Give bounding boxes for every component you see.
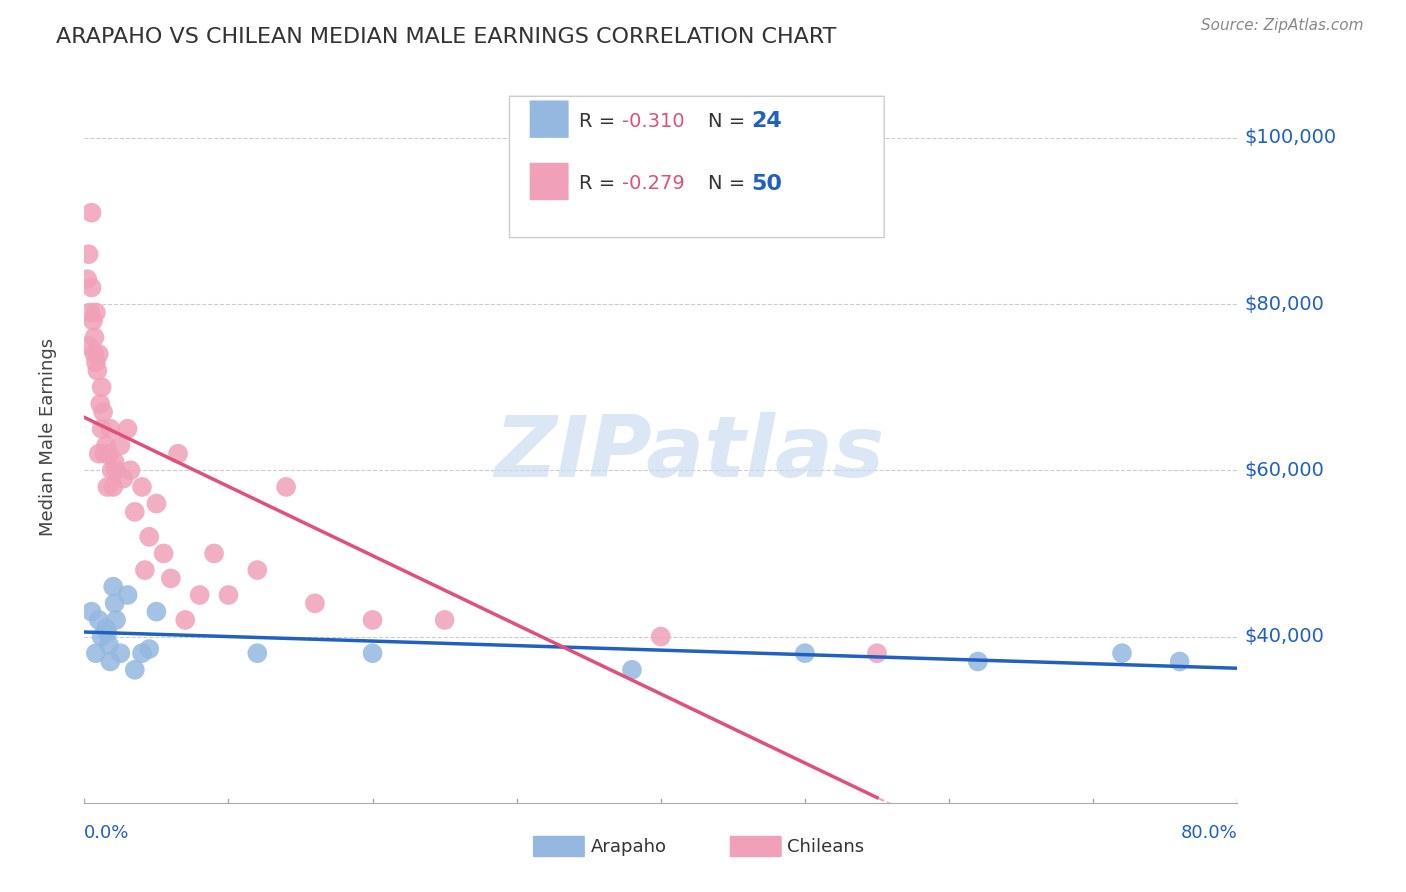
Text: Chileans: Chileans xyxy=(787,838,865,855)
Arapaho xyxy=(87,613,110,627)
Arapaho xyxy=(1111,646,1133,660)
Text: $100,000: $100,000 xyxy=(1244,128,1337,147)
Chileans xyxy=(90,380,112,394)
Chileans xyxy=(83,347,105,361)
Arapaho xyxy=(246,646,269,660)
Chileans xyxy=(86,363,108,377)
Text: R =: R = xyxy=(579,174,621,193)
Chileans xyxy=(160,571,183,585)
Text: $60,000: $60,000 xyxy=(1244,461,1324,480)
Chileans xyxy=(174,613,197,627)
Chileans xyxy=(77,339,100,353)
FancyBboxPatch shape xyxy=(530,162,568,200)
Chileans xyxy=(112,472,135,486)
Chileans xyxy=(433,613,456,627)
Chileans xyxy=(138,530,160,544)
Text: 80.0%: 80.0% xyxy=(1181,823,1237,841)
Chileans xyxy=(120,463,142,477)
FancyBboxPatch shape xyxy=(530,101,568,138)
Chileans xyxy=(91,405,114,419)
Arapaho xyxy=(80,605,103,619)
Chileans xyxy=(76,272,98,286)
Arapaho xyxy=(84,646,107,660)
Chileans xyxy=(89,397,111,411)
Arapaho xyxy=(361,646,384,660)
Chileans xyxy=(90,422,112,436)
Chileans xyxy=(82,314,104,328)
Chileans xyxy=(304,596,326,610)
Chileans xyxy=(104,455,127,469)
Chileans xyxy=(83,330,105,344)
Chileans xyxy=(97,447,120,461)
Chileans xyxy=(84,305,107,319)
Chileans xyxy=(87,447,110,461)
Arapaho xyxy=(98,655,121,669)
Chileans xyxy=(79,305,101,319)
Chileans xyxy=(80,280,103,294)
Text: N =: N = xyxy=(709,112,752,131)
Text: Median Male Earnings: Median Male Earnings xyxy=(39,338,58,536)
Chileans xyxy=(103,480,124,494)
Arapaho xyxy=(145,605,167,619)
Chileans xyxy=(145,497,167,511)
Chileans xyxy=(167,447,190,461)
Text: 0.0%: 0.0% xyxy=(84,823,129,841)
Text: N =: N = xyxy=(709,174,752,193)
Chileans xyxy=(131,480,153,494)
Chileans xyxy=(650,630,672,644)
Text: Source: ZipAtlas.com: Source: ZipAtlas.com xyxy=(1201,18,1364,33)
Arapaho xyxy=(104,596,127,610)
Arapaho xyxy=(131,646,153,660)
Chileans xyxy=(87,347,110,361)
Arapaho xyxy=(103,580,124,594)
Arapaho xyxy=(794,646,817,660)
Chileans xyxy=(80,205,103,219)
Chileans xyxy=(117,422,139,436)
Chileans xyxy=(866,646,889,660)
Chileans xyxy=(276,480,298,494)
Chileans xyxy=(134,563,156,577)
Text: -0.310: -0.310 xyxy=(621,112,685,131)
Text: -0.279: -0.279 xyxy=(621,174,685,193)
Chileans xyxy=(202,546,225,560)
Chileans xyxy=(98,422,121,436)
Arapaho xyxy=(138,642,160,657)
Text: R =: R = xyxy=(579,112,621,131)
Arapaho xyxy=(94,621,117,635)
Text: ZIPatlas: ZIPatlas xyxy=(495,412,884,495)
Chileans xyxy=(94,438,117,452)
Arapaho xyxy=(90,630,112,644)
Arapaho xyxy=(105,613,128,627)
Text: ARAPAHO VS CHILEAN MEDIAN MALE EARNINGS CORRELATION CHART: ARAPAHO VS CHILEAN MEDIAN MALE EARNINGS … xyxy=(56,27,837,46)
Arapaho xyxy=(117,588,139,602)
Text: $40,000: $40,000 xyxy=(1244,627,1324,646)
Chileans xyxy=(105,463,128,477)
Arapaho xyxy=(621,663,644,677)
Text: $80,000: $80,000 xyxy=(1244,294,1324,314)
Arapaho xyxy=(110,646,132,660)
Chileans xyxy=(93,447,115,461)
Chileans xyxy=(100,463,122,477)
Chileans xyxy=(246,563,269,577)
Chileans xyxy=(84,355,107,369)
Arapaho xyxy=(1168,655,1191,669)
Chileans xyxy=(218,588,240,602)
Arapaho xyxy=(96,625,118,640)
Chileans xyxy=(361,613,384,627)
Chileans xyxy=(152,546,174,560)
Text: 24: 24 xyxy=(752,112,782,131)
Chileans xyxy=(96,480,118,494)
Arapaho xyxy=(124,663,146,677)
FancyBboxPatch shape xyxy=(509,96,884,237)
Text: 50: 50 xyxy=(752,174,783,194)
Chileans xyxy=(77,247,100,261)
Text: Arapaho: Arapaho xyxy=(591,838,666,855)
Chileans xyxy=(110,438,132,452)
Arapaho xyxy=(97,638,120,652)
Chileans xyxy=(188,588,211,602)
Chileans xyxy=(124,505,146,519)
Arapaho xyxy=(967,655,990,669)
